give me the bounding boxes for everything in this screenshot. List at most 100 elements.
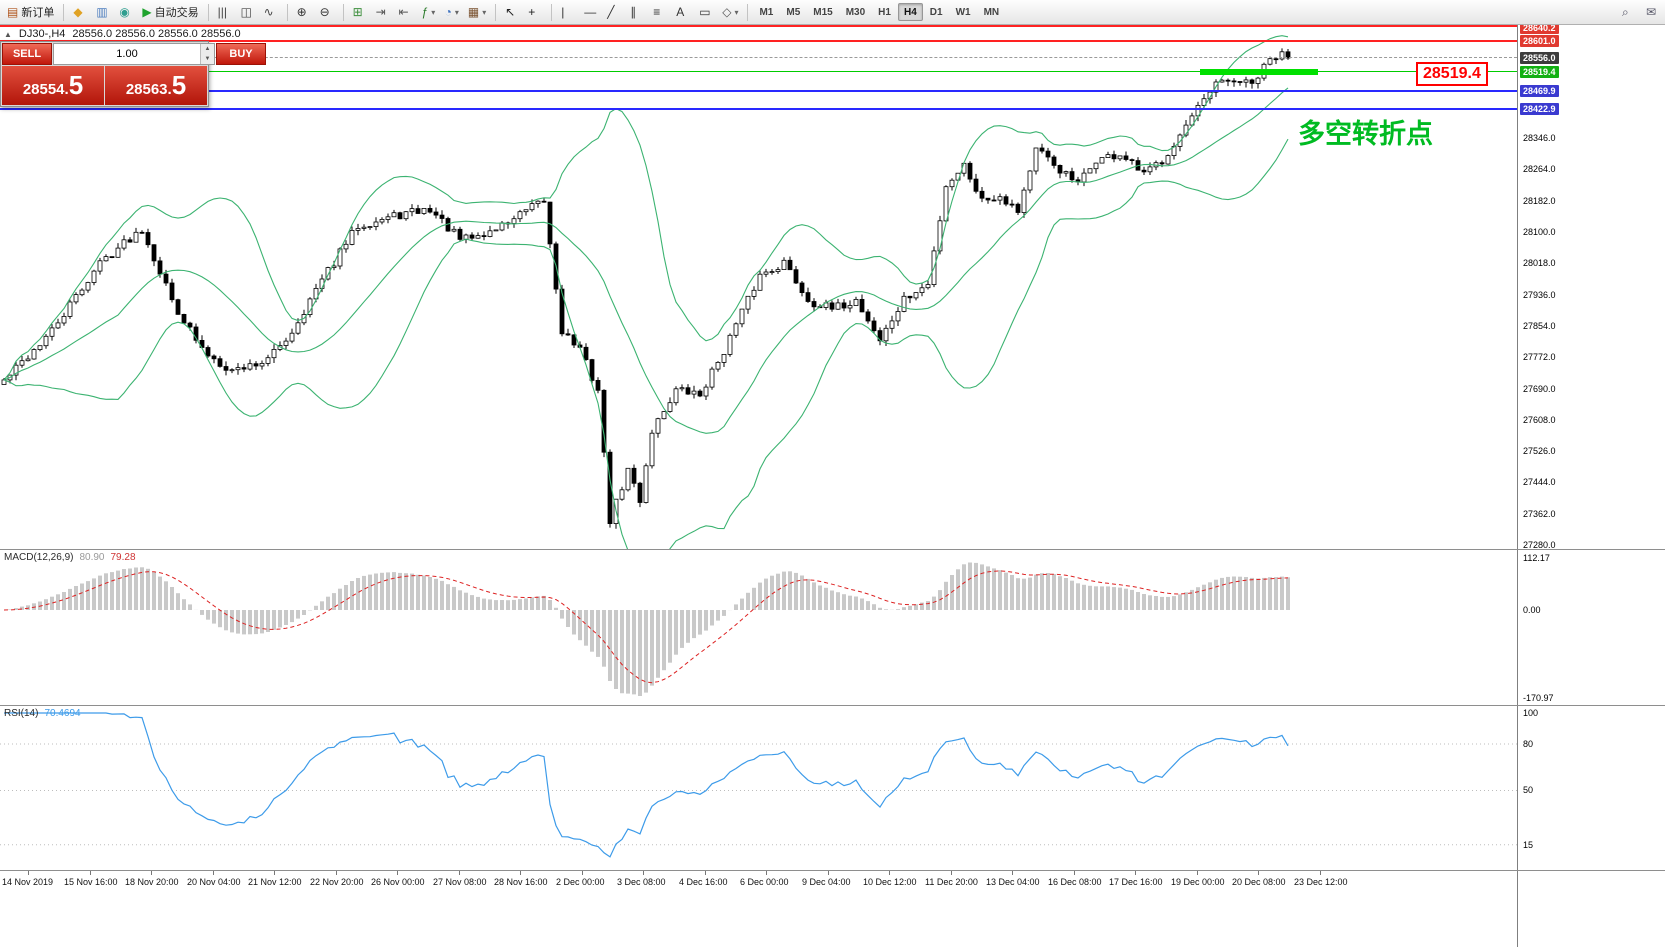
equidistant-channel-button[interactable]: ∥ [626, 2, 648, 22]
main-chart-canvas[interactable] [0, 24, 1517, 549]
data-window-icon[interactable]: ▥ [92, 2, 114, 22]
chart-shift-button: ⇤ [398, 5, 409, 19]
zoom-out-button[interactable]: ⊖ [316, 2, 338, 22]
metaeditor-icon[interactable]: ◆ [69, 2, 91, 22]
trendline-button[interactable]: ╱ [603, 2, 625, 22]
time-tick [90, 871, 91, 875]
timeframe-m15-button[interactable]: M15 [807, 3, 838, 21]
date-label: 2 Dec 00:00 [556, 877, 605, 887]
new-order-button[interactable]: ▤ 新订单 [3, 2, 58, 22]
price-tick-label: 28264.0 [1523, 164, 1556, 174]
text-label-button: ▭ [699, 5, 711, 19]
price-tick-label: 27854.0 [1523, 321, 1556, 331]
sell-button[interactable]: SELL [2, 43, 52, 65]
buy-button[interactable]: BUY [216, 43, 266, 65]
price-tick-label: 28182.0 [1523, 196, 1556, 206]
price-alert-tag[interactable]: 28519.4 [1416, 62, 1488, 86]
price-tick-label: 27526.0 [1523, 446, 1556, 456]
price-level-badge: 28519.4 [1520, 66, 1559, 78]
time-axis[interactable]: 14 Nov 2019 15 Nov 16:00 18 Nov 20:00 20 No… [0, 870, 1517, 896]
price-tick-label: 27772.0 [1523, 352, 1556, 362]
equidistant-channel-button: ∥ [630, 5, 637, 19]
trade-panel-prices: 28554. 5 28563. 5 [1, 66, 208, 106]
timeframe-d1-button[interactable]: D1 [924, 3, 949, 21]
price-axis[interactable]: 28346.0 28264.0 28182.0 28100.0 28018.0 27936… [1517, 22, 1665, 947]
price-tick-label: 27280.0 [1523, 540, 1556, 550]
fibonacci-button[interactable]: ≡ [649, 2, 671, 22]
timeframe-m1-button[interactable]: M1 [753, 3, 779, 21]
price-tick-label: 28346.0 [1523, 133, 1556, 143]
sell-price[interactable]: 28554. 5 [2, 66, 104, 105]
timeframe-w1-button[interactable]: W1 [950, 3, 977, 21]
text-button[interactable]: A [672, 2, 694, 22]
periods-dropdown[interactable]: ◔ ▾ [441, 2, 463, 22]
tile-windows-button: ⊞ [352, 5, 363, 19]
timeframe-h4-button[interactable]: H4 [897, 3, 923, 21]
chat-icon[interactable]: ✉ [1642, 2, 1664, 22]
shapes-dropdown[interactable]: ◇ ▾ [718, 2, 742, 22]
autotrading-button[interactable]: ▶ 自动交易 [138, 2, 202, 22]
dropdown-caret-icon: ▾ [482, 7, 487, 17]
date-label: 4 Dec 16:00 [679, 877, 728, 887]
volume-input[interactable] [54, 44, 200, 64]
timeframe-mn-button[interactable]: MN [978, 3, 1006, 21]
sell-price-main: 28554. [22, 81, 69, 98]
time-tick [1074, 871, 1075, 875]
cursor-button[interactable]: ↖ [501, 2, 523, 22]
rsi-canvas[interactable] [0, 705, 1517, 870]
chart-shift-button[interactable]: ⇤ [395, 2, 417, 22]
ohlc-values: 28556.0 28556.0 28556.0 28556.0 [72, 28, 241, 40]
panel-divider[interactable] [0, 549, 1665, 550]
rsi-axis-label: 80 [1523, 739, 1534, 749]
crosshair-button: + [528, 5, 536, 19]
panel-divider[interactable] [0, 705, 1665, 706]
time-tick [1135, 871, 1136, 875]
volume-decrease-button[interactable]: ▼ [201, 54, 214, 64]
panel-divider[interactable] [0, 870, 1665, 871]
volume-increase-button[interactable]: ▲ [201, 44, 214, 54]
text-label-button[interactable]: ▭ [695, 2, 717, 22]
date-label: 9 Dec 04:00 [802, 877, 851, 887]
tile-windows-button[interactable]: ⊞ [349, 2, 371, 22]
buy-price-main: 28563. [125, 81, 172, 98]
line-chart-type-button[interactable]: ∿ [260, 2, 282, 22]
timeframe-h1-button[interactable]: H1 [872, 3, 897, 21]
templates-button[interactable]: ▦ ▾ [464, 2, 490, 22]
date-label: 19 Dec 00:00 [1171, 877, 1225, 887]
buy-price[interactable]: 28563. 5 [105, 66, 207, 105]
search-icon[interactable]: ⌕ [1618, 2, 1640, 22]
time-tick [397, 871, 398, 875]
macd-indicator-panel[interactable]: MACD(12,26,9) 80.90 79.28 [0, 549, 1517, 705]
vertical-line-button[interactable]: | [557, 2, 579, 22]
macd-canvas[interactable] [0, 549, 1517, 705]
rsi-axis-label: 50 [1523, 785, 1534, 795]
mql5-community-icon[interactable]: ◉ [115, 2, 137, 22]
horizontal-line-button[interactable]: — [580, 2, 602, 22]
trade-panel-controls: SELL ▲ ▼ BUY [1, 42, 266, 66]
indicators-button[interactable]: ƒ ▾ [418, 2, 440, 22]
price-level-badge: 28469.9 [1520, 85, 1559, 97]
date-label: 17 Dec 16:00 [1109, 877, 1163, 887]
candlestick-type-button[interactable]: ◫ [237, 2, 259, 22]
auto-scroll-button[interactable]: ⇥ [372, 2, 394, 22]
price-tick-label: 27362.0 [1523, 509, 1556, 519]
rsi-axis-label: 15 [1523, 840, 1534, 850]
collapse-panel-arrow[interactable]: ▲ [4, 29, 12, 39]
turning-point-annotation[interactable]: 多空转折点 [1298, 119, 1433, 149]
price-tick-label: 28100.0 [1523, 227, 1556, 237]
time-tick [582, 871, 583, 875]
timeframe-m30-button[interactable]: M30 [840, 3, 871, 21]
crosshair-button[interactable]: + [524, 2, 546, 22]
rsi-value: 70.4694 [44, 708, 81, 719]
bar-chart-type-button[interactable]: ||| [214, 2, 236, 22]
price-level-badge: 28556.0 [1520, 52, 1559, 64]
rsi-indicator-panel[interactable]: RSI(14) 70.4694 [0, 705, 1517, 870]
macd-axis-label: 112.17 [1523, 553, 1550, 563]
time-tick [520, 871, 521, 875]
zoom-in-button[interactable]: ⊕ [293, 2, 315, 22]
candlestick-chart[interactable]: ▲ DJ30-,H4 28556.0 28556.0 28556.0 28556… [0, 24, 1517, 549]
timeframe-m5-button[interactable]: M5 [780, 3, 806, 21]
trendline-button: ╱ [607, 5, 615, 19]
price-tick-label: 27608.0 [1523, 415, 1556, 425]
chart-ohlc-label: ▲ DJ30-,H4 28556.0 28556.0 28556.0 28556… [4, 28, 241, 40]
